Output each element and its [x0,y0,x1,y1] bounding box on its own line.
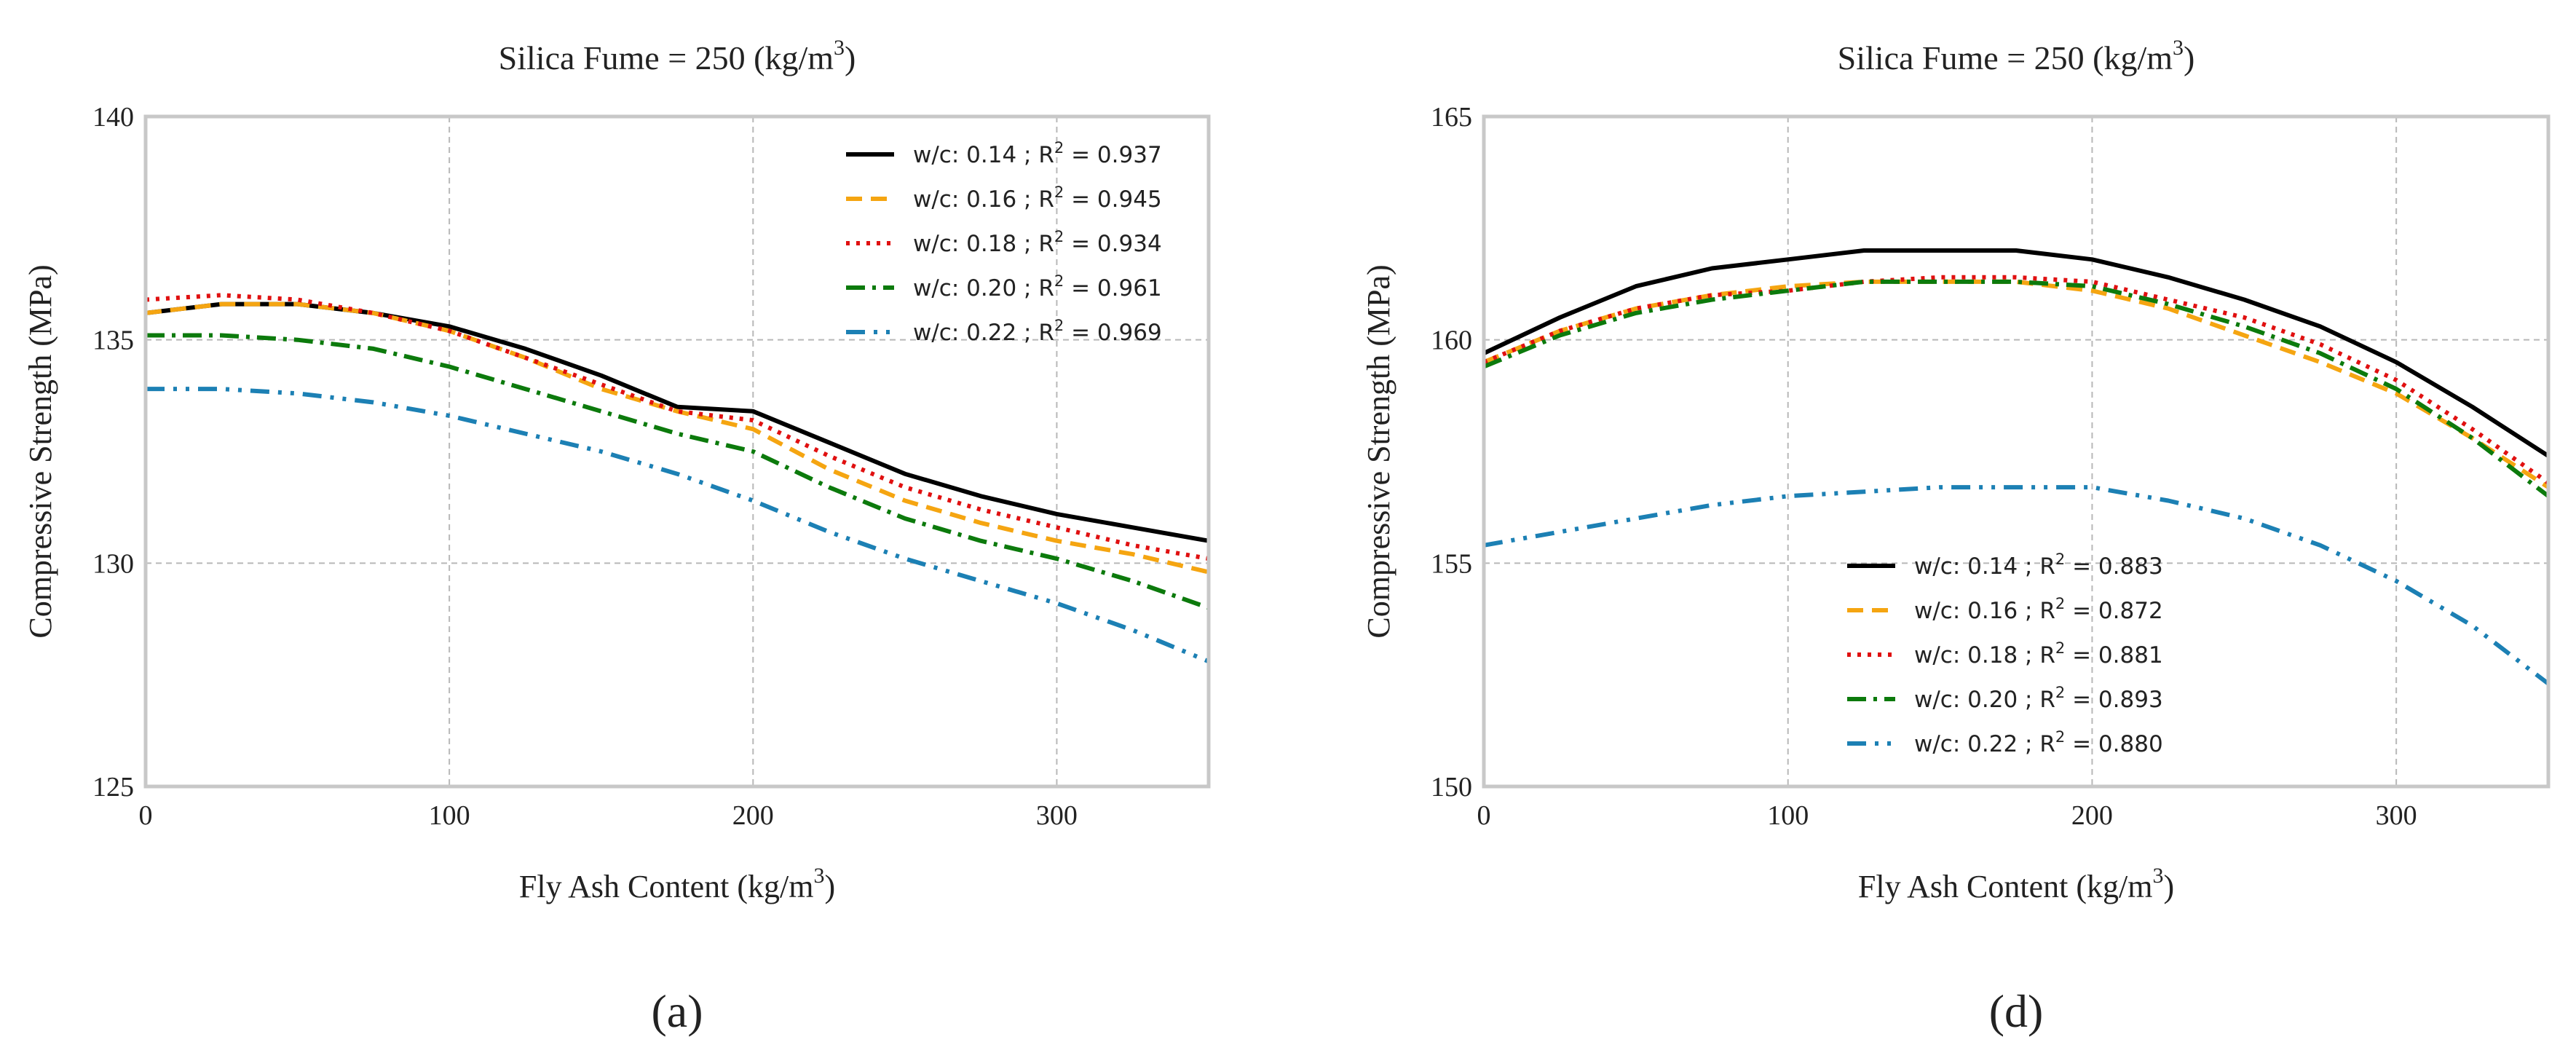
series-line-4 [146,333,1209,610]
y-tick-label: 165 [1431,102,1472,133]
x-tick-label: 0 [139,800,153,831]
x-tick-label: 100 [429,800,470,831]
series-line-2 [145,301,1209,575]
y-tick-label: 155 [1431,548,1472,579]
legend-entry-5: w/c: 0.22 ; R2 = 0.880 [1914,728,2163,757]
plot-frame [143,114,1211,789]
series-line-5 [146,387,1210,664]
y-tick-label: 130 [92,548,134,579]
legend-entry-4: w/c: 0.20 ; R2 = 0.893 [1914,684,2163,713]
legend-entry-3: w/c: 0.18 ; R2 = 0.934 [913,228,1162,257]
x-tick-label: 300 [1036,800,1078,831]
legend-entry-4: w/c: 0.20 ; R2 = 0.961 [913,272,1162,301]
chart-title: Silica Fume = 250 (kg/m3) [499,36,856,76]
chart-panel-a: 0 100 200 300 125 130 135 140 Silica Fume = 250 … [23,36,1211,1037]
y-tick-label: 160 [1431,326,1472,356]
chart-title: Silica Fume = 250 (kg/m3) [1838,36,2195,76]
chart-panel-d: 0 100 200 300 150 155 160 165 Silica Fume = 250 … [1361,36,2551,1037]
x-axis-label: Fly Ash Content (kg/m3) [1858,864,2174,904]
x-tick-label: 300 [2376,800,2417,831]
legend-entry-2: w/c: 0.16 ; R2 = 0.872 [1914,595,2163,624]
x-axis-label: Fly Ash Content (kg/m3) [519,864,835,904]
plot-area [1484,117,2548,786]
y-axis-label: Compressive Strength (MPa) [23,264,58,638]
series-line-3 [1482,275,2550,485]
y-tick-label: 140 [92,102,134,133]
legend-entry-5: w/c: 0.22 ; R2 = 0.969 [913,317,1162,346]
series-line-1 [1482,248,2550,458]
x-tick-label: 200 [732,800,774,831]
series-line-4 [1482,279,2550,498]
plot-frame [1482,114,2551,789]
series-line-5 [1483,485,2550,686]
legend-entry-1: w/c: 0.14 ; R2 = 0.937 [913,139,1162,168]
legend-entry-3: w/c: 0.18 ; R2 = 0.881 [1914,639,2163,668]
x-tick-label: 100 [1767,800,1809,831]
legend-entry-2: w/c: 0.16 ; R2 = 0.945 [913,184,1162,213]
panel-label: (a) [651,985,703,1037]
y-tick-label: 150 [1431,772,1472,802]
y-tick-label: 135 [92,326,134,356]
x-tick-label: 200 [2071,800,2113,831]
y-axis-label: Compressive Strength (MPa) [1361,264,1396,638]
panel-label: (d) [1989,985,2044,1037]
plot-area [146,117,1209,786]
legend-entry-1: w/c: 0.14 ; R2 = 0.883 [1914,551,2163,580]
series-line-2 [1482,279,2550,489]
x-tick-label: 0 [1477,800,1491,831]
y-tick-label: 125 [92,772,134,802]
